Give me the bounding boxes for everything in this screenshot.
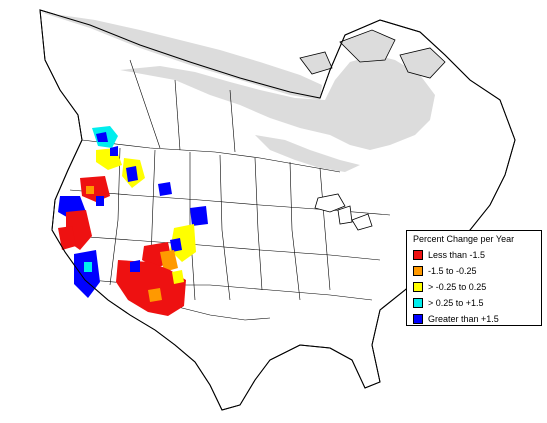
legend-swatch [413,314,423,324]
trend-patches [58,126,208,316]
trend-patch-red-or [80,176,110,202]
trend-patch-red-ca2 [58,226,76,250]
no-data-region-hudson [255,135,360,172]
trend-patch-blue-nw3 [110,146,118,156]
trend-patch-yellow-sw [172,270,184,284]
legend-swatch [413,282,423,292]
coastline [39,9,516,411]
trend-patch-red-sw [116,260,186,316]
legend-label: Less than -1.5 [428,250,486,260]
trend-patch-blue-sw [130,260,140,272]
legend-label: Greater than +1.5 [428,314,499,324]
legend-label: > -0.25 to 0.25 [428,282,487,292]
legend-label: -1.5 to -0.25 [428,266,477,276]
arctic-islands [299,29,446,79]
trend-patch-orange-sw [148,288,162,302]
trend-patch-blue-nw2 [126,166,138,182]
trend-patch-cyan-ca [84,262,92,272]
legend-item: > 0.25 to +1.5 [411,295,537,311]
trend-patch-blue-ca [74,250,100,298]
legend-swatch [413,250,423,260]
legend-swatch [413,266,423,276]
trend-patch-orange-az [160,250,178,272]
legend-title: Percent Change per Year [413,234,515,244]
legend-item: Greater than +1.5 [411,311,537,327]
legend-item: > -0.25 to 0.25 [411,279,537,295]
legend-swatch [413,298,423,308]
trend-patch-blue-id [158,182,172,196]
legend-item: -1.5 to -0.25 [411,263,537,279]
trend-patch-blue-nw [96,132,108,142]
trend-patch-yellow-co [170,224,196,262]
trend-patch-blue-co [190,206,208,226]
map-legend: Percent Change per Year Less than -1.5 -… [406,230,542,326]
trend-patch-blue-co2 [170,238,182,252]
legend-item: Less than -1.5 [411,247,537,263]
no-data-region-arctic [40,12,322,100]
no-data-region-north [120,55,435,150]
great-lakes [314,193,373,231]
legend-label: > 0.25 to +1.5 [428,298,484,308]
trend-patch-orange-or [86,186,94,194]
trend-patch-blue-nv [96,196,104,206]
